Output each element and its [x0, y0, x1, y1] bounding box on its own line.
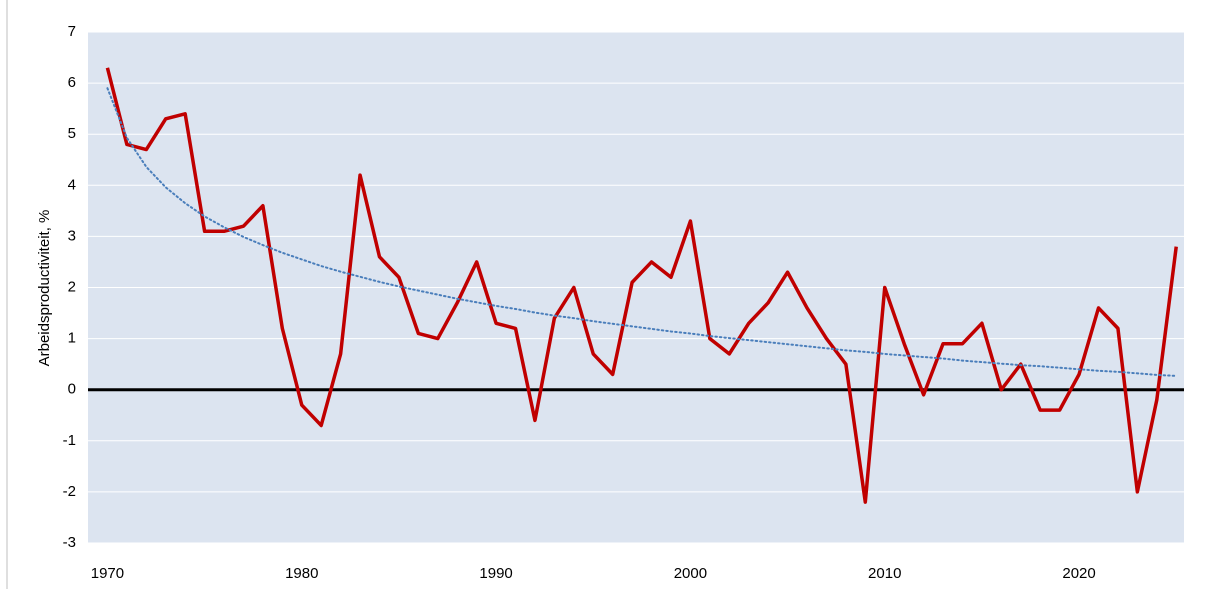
y-tick-label: 6: [68, 74, 76, 91]
data-line: [105, 67, 1178, 504]
y-tick-label: 1: [68, 330, 76, 347]
y-tick-label: 7: [68, 23, 76, 40]
y-axis-label: Arbeidsproductiviteit, %: [36, 210, 53, 367]
x-tick-label: 1970: [91, 565, 124, 582]
x-tick-label: 1980: [285, 565, 318, 582]
y-tick-label: 0: [68, 381, 76, 398]
y-tick-label: -2: [63, 483, 76, 500]
x-tick-label: 2020: [1062, 565, 1095, 582]
x-tick-label: 2000: [674, 565, 707, 582]
trend-line: [106, 87, 1178, 377]
y-tick-label: -1: [63, 432, 76, 449]
y-tick-label: 3: [68, 227, 76, 244]
x-tick-label: 1990: [479, 565, 512, 582]
y-tick-label: 5: [68, 125, 76, 142]
y-tick-label: 4: [68, 176, 76, 193]
y-tick-label: 2: [68, 278, 76, 295]
x-tick-label: 2010: [868, 565, 901, 582]
y-tick-label: -3: [63, 534, 76, 551]
